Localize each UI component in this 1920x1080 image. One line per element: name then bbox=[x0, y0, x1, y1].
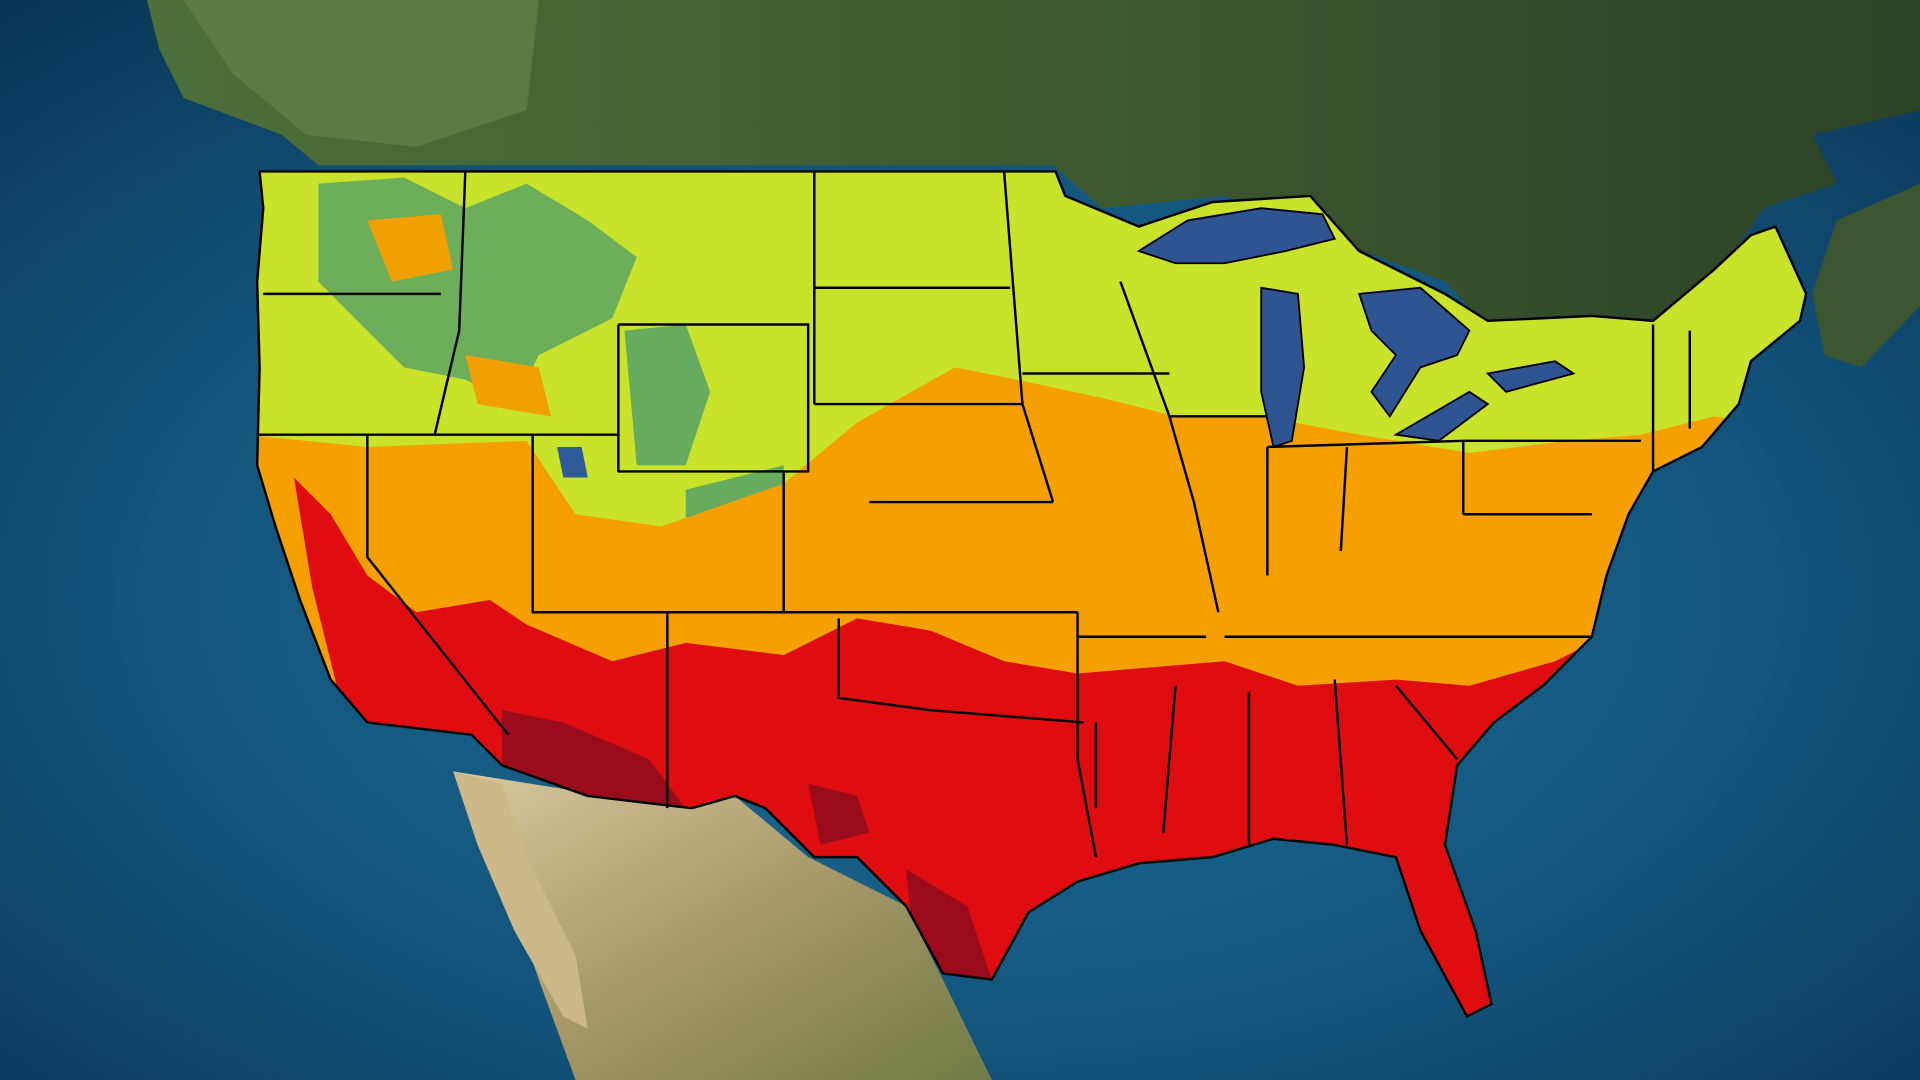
lake-erie bbox=[1393, 390, 1490, 442]
mexico-land bbox=[453, 771, 992, 1080]
band-warm-patch bbox=[367, 214, 552, 417]
canada-mountains bbox=[183, 0, 539, 147]
band-hottest bbox=[502, 710, 992, 980]
baja-california bbox=[453, 771, 588, 1029]
state-borders bbox=[255, 170, 1808, 1018]
canada-land bbox=[146, 0, 1920, 321]
lake-ontario bbox=[1485, 360, 1576, 393]
us-outline bbox=[255, 170, 1808, 1018]
great-salt-lake bbox=[557, 446, 588, 478]
lake-michigan bbox=[1260, 286, 1306, 449]
great-lakes bbox=[1136, 207, 1576, 449]
state-lines bbox=[257, 171, 1692, 858]
lake-huron bbox=[1357, 286, 1471, 418]
maritimes bbox=[1812, 183, 1920, 368]
lake-superior bbox=[1136, 207, 1337, 265]
